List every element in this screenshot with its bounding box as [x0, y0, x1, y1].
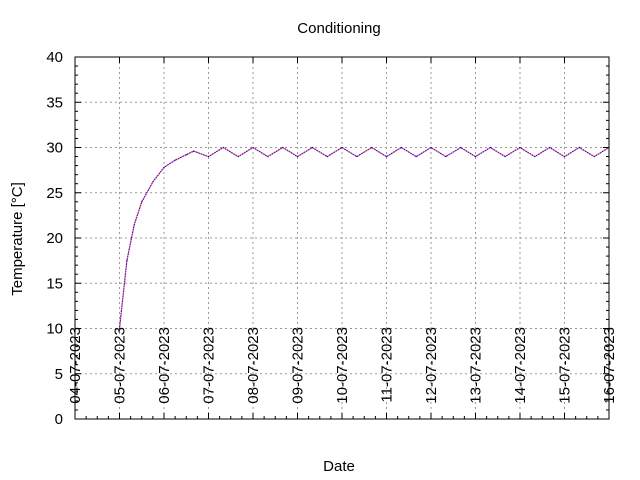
data-point: [311, 146, 313, 149]
y-axis-label: Temperature [°C]: [9, 182, 26, 296]
x-tick-label: 05-07-2023: [112, 327, 129, 404]
x-tick-label: 10-07-2023: [334, 327, 351, 404]
y-tick-label: 25: [46, 185, 63, 202]
data-point: [460, 146, 462, 149]
data-point: [385, 155, 388, 158]
data-point: [152, 181, 154, 183]
data-point: [474, 155, 477, 158]
data-point: [415, 155, 417, 158]
data-point: [341, 146, 343, 149]
data-point: [563, 155, 566, 158]
data-point: [207, 155, 210, 158]
x-tick-label: 09-07-2023: [290, 327, 307, 404]
data-point: [534, 155, 536, 158]
x-tick-label: 12-07-2023: [423, 327, 440, 404]
data-point: [430, 146, 432, 149]
x-tick-label: 04-07-2023: [67, 327, 84, 404]
data-point: [445, 155, 447, 158]
x-tick-label: 16-07-2023: [601, 327, 618, 404]
data-point: [489, 146, 491, 149]
x-tick-label: 08-07-2023: [245, 327, 262, 404]
data-point: [141, 201, 143, 203]
data-point: [371, 146, 373, 149]
data-point: [296, 155, 299, 158]
data-point: [163, 166, 165, 169]
x-tick-labels: 04-07-2023 05-07-2023 06-07-2023 07-07-2023…: [67, 327, 618, 404]
data-point: [326, 155, 328, 158]
data-point: [193, 150, 195, 152]
chart-title: Conditioning: [297, 20, 380, 37]
data-point: [222, 146, 224, 149]
y-tick-label: 5: [55, 366, 63, 383]
data-point: [174, 159, 176, 161]
data-point: [118, 327, 121, 330]
x-tick-label: 11-07-2023: [379, 327, 396, 403]
x-tick-label: 13-07-2023: [468, 327, 485, 404]
x-tick-label: 06-07-2023: [156, 327, 173, 404]
data-point: [282, 146, 284, 149]
x-axis-label: Date: [323, 458, 355, 475]
y-tick-label: 30: [46, 140, 63, 157]
data-point: [126, 260, 128, 262]
data-point: [267, 155, 269, 158]
data-point: [593, 155, 595, 158]
grid: [74, 56, 610, 420]
data-point: [356, 155, 358, 158]
data-point: [504, 155, 506, 158]
y-tick-label: 35: [46, 94, 63, 111]
data-point: [549, 146, 551, 149]
data-point: [133, 223, 135, 226]
data-point: [578, 146, 580, 149]
y-tick-label: 10: [46, 321, 63, 338]
data-point: [400, 146, 402, 149]
x-tick-label: 15-07-2023: [557, 327, 574, 404]
y-tick-label: 0: [55, 411, 63, 428]
y-tick-labels: 0 5 10 15 20 25 30 35 40: [46, 49, 63, 428]
y-tick-label: 15: [46, 275, 63, 292]
data-point: [252, 146, 254, 149]
plot-frame: [74, 56, 610, 420]
x-tick-label: 14-07-2023: [512, 327, 529, 404]
x-tick-label: 07-07-2023: [201, 327, 218, 404]
data-point: [185, 154, 187, 156]
data-point: [519, 146, 521, 149]
y-tick-label: 40: [46, 49, 63, 66]
data-point: [237, 155, 239, 158]
y-tick-label: 20: [46, 230, 63, 247]
